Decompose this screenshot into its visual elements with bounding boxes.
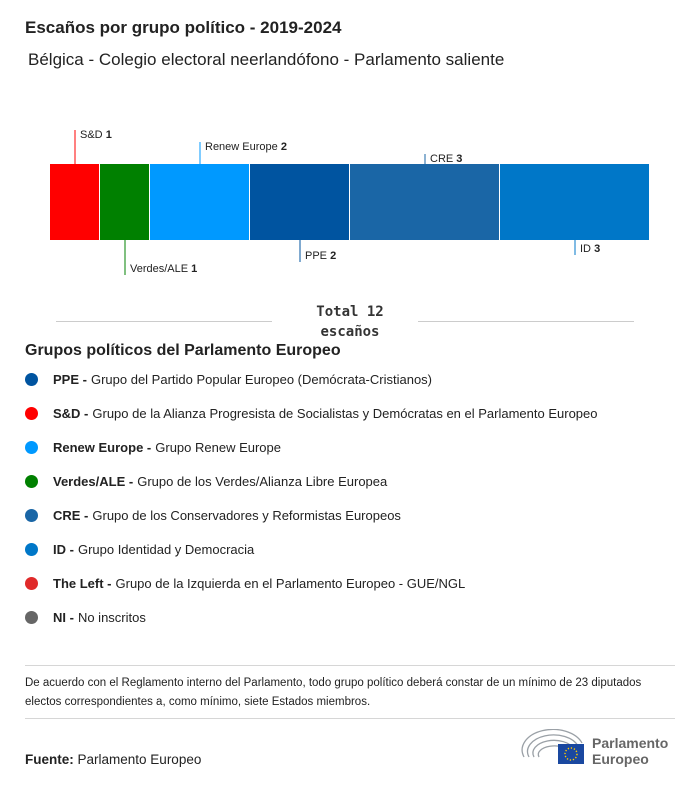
total-value: Total 12 — [316, 304, 384, 320]
source-label: Fuente: — [25, 752, 74, 767]
legend-name: Grupo Renew Europe — [155, 440, 281, 455]
legend-name: Grupo de los Verdes/Alianza Libre Europe… — [137, 474, 388, 489]
divider — [56, 321, 272, 322]
legend-abbr: CRE - — [53, 508, 89, 523]
legend-item: Renew Europe - Grupo Renew Europe — [25, 440, 281, 455]
legend-abbr: The Left - — [53, 576, 112, 591]
total-unit: escaños — [320, 324, 380, 340]
legend-item: S&D - Grupo de la Alianza Progresista de … — [25, 406, 598, 421]
legend-abbr: Verdes/ALE - — [53, 474, 134, 489]
legend-name: Grupo del Partido Popular Europeo (Demóc… — [90, 372, 433, 387]
parlamento-europeo-logo: Parlamento Europeo — [520, 728, 680, 769]
chart-title: Escaños por grupo político - 2019-2024 — [25, 18, 342, 37]
legend-dot-icon — [25, 611, 38, 624]
bar-segment-cre — [350, 164, 499, 240]
legend-abbr: Renew Europe - — [53, 440, 152, 455]
data-label: ID 3 — [580, 243, 600, 255]
data-label: Renew Europe 2 — [205, 141, 287, 153]
bar-segment-s-d — [50, 164, 99, 240]
total-label: Total 12 escaños — [290, 302, 410, 342]
legend-abbr: PPE - — [53, 372, 87, 387]
bar-segment-ppe — [250, 164, 349, 240]
legend-dot-icon — [25, 543, 38, 556]
legend-item: ID - Grupo Identidad y Democracia — [25, 542, 254, 557]
source-value: Parlamento Europeo — [77, 752, 202, 767]
legend-dot-icon — [25, 577, 38, 590]
stacked-bar-chart: S&D 1 Verdes/ALE 1 Renew Europe 2 PPE 2 CRE … — [50, 129, 649, 275]
legend-dot-icon — [25, 373, 38, 386]
legend-item: Verdes/ALE - Grupo de los Verdes/Alianza … — [25, 474, 387, 489]
divider — [25, 718, 675, 719]
legend-item: PPE - Grupo del Partido Popular Europeo (… — [25, 372, 432, 387]
legend-dot-icon — [25, 509, 38, 522]
legend-item: The Left - Grupo de la Izquierda en el Pa… — [25, 576, 465, 591]
legend-item: CRE - Grupo de los Conservadores y Reform… — [25, 508, 401, 523]
svg-text:Europeo: Europeo — [592, 751, 649, 767]
data-label: CRE 3 — [430, 153, 462, 165]
divider — [25, 665, 675, 666]
divider — [418, 321, 634, 322]
legend-name: No inscritos — [77, 610, 146, 625]
legend-name: Grupo de la Alianza Progresista de Socia… — [92, 406, 598, 421]
legend-abbr: NI - — [53, 610, 74, 625]
legend-title: Grupos políticos del Parlamento Europeo — [25, 342, 341, 359]
data-label: Verdes/ALE 1 — [130, 263, 197, 275]
legend-name: Grupo de los Conservadores y Reformistas… — [92, 508, 401, 523]
footnote: De acuerdo con el Reglamento interno del… — [25, 677, 642, 708]
legend-dot-icon — [25, 475, 38, 488]
legend-abbr: S&D - — [53, 406, 89, 421]
data-label: PPE 2 — [305, 250, 336, 262]
bar-segment-id — [500, 164, 649, 240]
legend-dot-icon — [25, 441, 38, 454]
bar-segment-verdes-ale — [100, 164, 149, 240]
chart-subtitle: Bélgica - Colegio electoral neerlandófon… — [28, 50, 505, 69]
legend-item: NI - No inscritos — [25, 610, 146, 625]
legend-abbr: ID - — [53, 542, 74, 557]
legend-dot-icon — [25, 407, 38, 420]
data-label: S&D 1 — [80, 129, 112, 141]
legend-name: Grupo de la Izquierda en el Parlamento E… — [115, 576, 466, 591]
svg-text:Parlamento: Parlamento — [592, 735, 668, 751]
source: Fuente: Parlamento Europeo — [25, 752, 201, 767]
legend-name: Grupo Identidad y Democracia — [77, 542, 255, 557]
bar-segment-renew-europe — [150, 164, 249, 240]
